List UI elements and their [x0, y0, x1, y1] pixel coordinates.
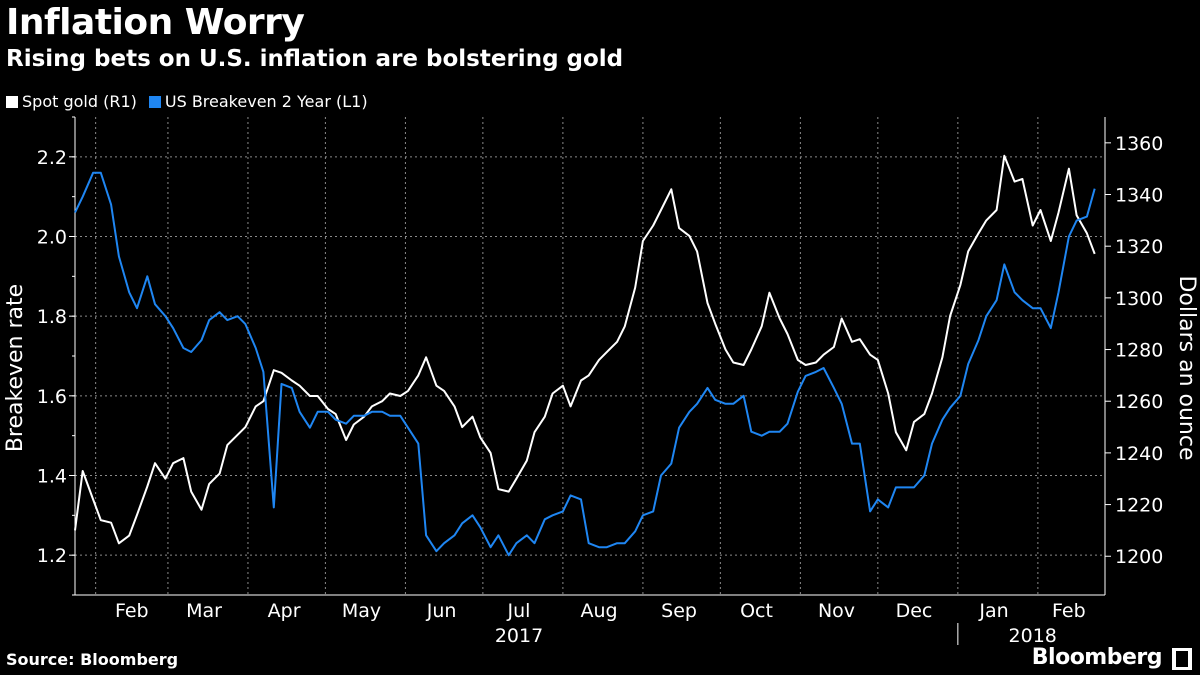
y-right-tick-label: 1240	[1115, 443, 1163, 465]
y-right-tick-label: 1220	[1115, 495, 1163, 517]
legend-label-breakeven: US Breakeven 2 Year (L1)	[164, 92, 368, 111]
x-year-label: 2017	[495, 625, 543, 647]
brand-logo: Bloomberg	[1031, 645, 1163, 670]
series-line-gold	[74, 154, 1096, 545]
x-month-label: Feb	[1052, 600, 1086, 622]
x-month-label: Feb	[115, 600, 149, 622]
y-right-tick-label: 1320	[1115, 236, 1163, 258]
legend-label-gold: Spot gold (R1)	[22, 92, 137, 111]
y-right-tick-label: 1260	[1115, 391, 1163, 413]
x-year-label: 2018	[1009, 625, 1057, 647]
y-right-tick-label: 1360	[1115, 133, 1163, 155]
grid-layer	[75, 117, 1105, 595]
series-layer	[74, 154, 1096, 557]
x-month-label: Jun	[426, 600, 457, 622]
y-right-tick-label: 1280	[1115, 340, 1163, 362]
y-left-tick-label: 2.2	[37, 147, 67, 169]
chart-subtitle: Rising bets on U.S. inflation are bolste…	[6, 46, 624, 72]
series-line-breakeven	[74, 171, 1096, 557]
legend-swatch-gold	[6, 95, 18, 108]
y-right-tick-label: 1300	[1115, 288, 1163, 310]
x-month-label: Jan	[978, 600, 1008, 622]
legend-item-breakeven: US Breakeven 2 Year (L1)	[148, 92, 368, 111]
x-month-label: Sep	[661, 600, 697, 622]
legend: Spot gold (R1) US Breakeven 2 Year (L1)	[6, 92, 380, 111]
y-axis-right-label: Dollars an ounce	[1174, 275, 1199, 460]
y-left-tick-label: 2.0	[37, 227, 67, 249]
y-left-tick-label: 1.4	[37, 466, 67, 488]
legend-swatch-breakeven	[148, 95, 161, 108]
x-month-label: May	[342, 600, 381, 622]
y-right-tick-label: 1200	[1115, 546, 1163, 568]
x-month-label: Oct	[740, 600, 773, 622]
axis-layer: 1.2 1.4 1.6 1.8 2.0 2.2 1200 1220 1240 1260 1280 13…	[37, 116, 1163, 647]
x-month-label: Nov	[818, 600, 855, 622]
y-axis-left-label: Breakeven rate	[3, 284, 28, 452]
x-month-label: Jul	[507, 600, 531, 622]
x-month-label: Apr	[268, 600, 301, 622]
y-left-tick-label: 1.8	[37, 306, 67, 328]
legend-item-gold: Spot gold (R1)	[6, 92, 137, 111]
y-left-tick-label: 1.6	[37, 386, 67, 408]
source-note: Source: Bloomberg	[6, 650, 179, 669]
x-month-label: Aug	[580, 600, 617, 622]
x-month-label: Mar	[186, 600, 222, 622]
brand-mark-icon	[1172, 648, 1192, 670]
x-month-label: Dec	[896, 600, 933, 622]
y-right-tick-label: 1340	[1115, 185, 1163, 207]
chart-title: Inflation Worry	[6, 2, 305, 43]
y-left-tick-label: 1.2	[37, 545, 67, 567]
